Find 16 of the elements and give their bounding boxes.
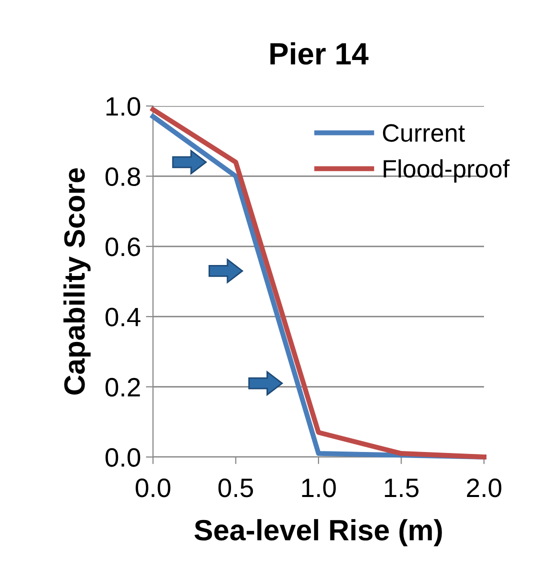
- legend-label: Flood-proof: [384, 159, 510, 183]
- x-tick-label: 0.0: [136, 478, 170, 498]
- x-tick-label: 1.0: [302, 478, 336, 498]
- legend-label: Current: [382, 124, 465, 142]
- x-tick-label: 0.5: [218, 478, 253, 498]
- y-axis-title: Capability Score: [63, 168, 91, 395]
- chart-title: Pier 14: [270, 42, 368, 65]
- x-tick-label: 2.0: [466, 478, 502, 498]
- y-tick-label: 0.8: [106, 167, 140, 186]
- y-tick-label: 0.6: [106, 238, 140, 256]
- y-tick-label: 0.4: [106, 308, 140, 326]
- y-tick-label: 1.0: [106, 97, 140, 116]
- x-axis-title: Sea-level Rise (m): [194, 519, 442, 546]
- x-tick-label: 1.5: [384, 478, 418, 498]
- y-tick-label: 0.2: [106, 378, 140, 397]
- y-tick-label: 0.0: [106, 448, 140, 467]
